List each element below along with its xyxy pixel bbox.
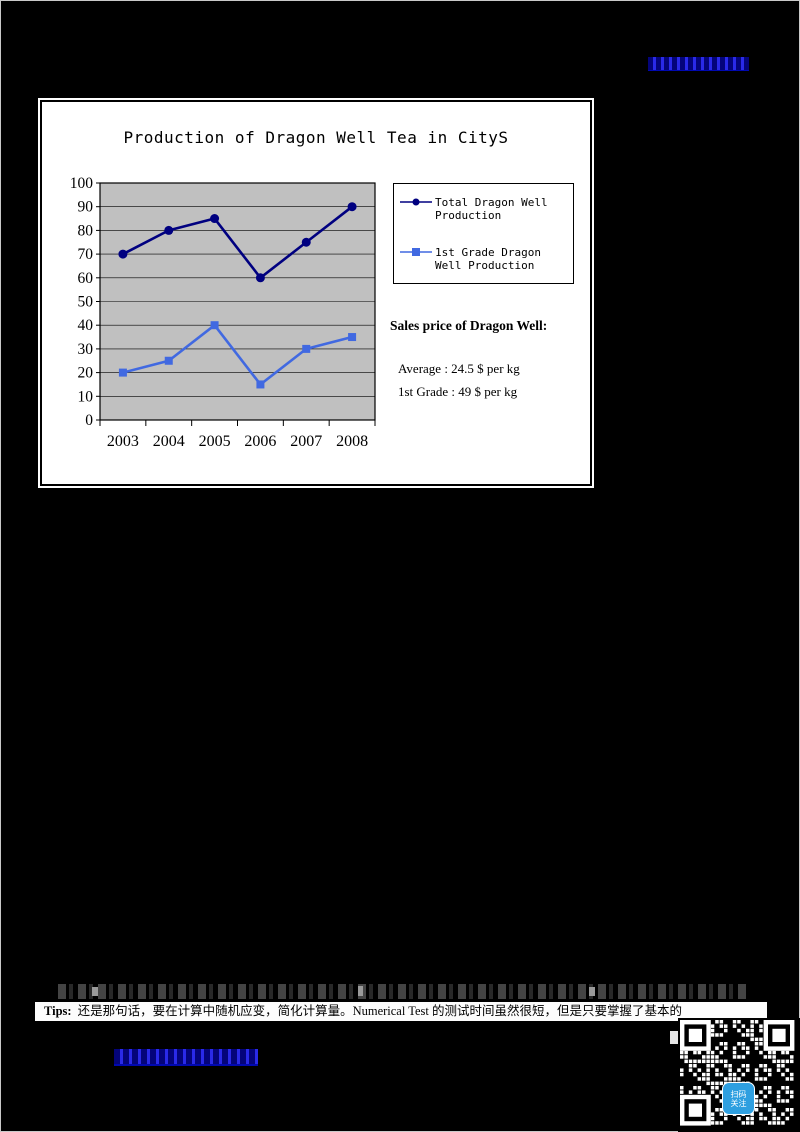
svg-text:2007: 2007	[290, 433, 322, 450]
legend-square-marker-icon	[400, 247, 432, 260]
footer-hyperlink[interactable]	[114, 1049, 258, 1066]
svg-text:100: 100	[70, 175, 94, 192]
svg-text:0: 0	[85, 412, 93, 429]
svg-text:50: 50	[78, 294, 94, 311]
text-fragment	[670, 1031, 678, 1044]
svg-text:2003: 2003	[107, 433, 139, 450]
svg-text:10: 10	[78, 388, 94, 405]
line-chart: 0 10 20 30 40 50 60 70 80 90 100 2003 2004 2005 2006 20…	[70, 175, 376, 450]
svg-text:2006: 2006	[244, 433, 276, 450]
tips-bar: Tips: 还是那句话，要在计算中随机应变，简化计算量。Numerical Tes…	[35, 1002, 767, 1021]
svg-text:2005: 2005	[199, 433, 231, 450]
legend-label: Total Dragon Well Production	[435, 196, 548, 222]
tips-text: 还是那句话，要在计算中随机应变，简化计算量。Numerical Test 的测试…	[77, 1004, 683, 1018]
chart-figure: Production of Dragon Well Tea in CityS 0…	[38, 98, 594, 488]
svg-text:80: 80	[78, 222, 94, 239]
chart-title: Production of Dragon Well Tea in CityS	[123, 128, 509, 147]
legend-item: Total Dragon Well Production	[400, 196, 569, 222]
text-speck	[589, 987, 595, 996]
sales-price-average: Average : 24.5 $ per kg	[398, 361, 520, 376]
text-speck	[358, 986, 363, 996]
legend-label: 1st Grade Dragon Well Production	[435, 246, 541, 272]
svg-text:60: 60	[78, 270, 94, 287]
qr-code: 扫码 关注	[678, 1018, 800, 1132]
chart-legend: Total Dragon Well Production 1st Grade Dr…	[393, 183, 574, 284]
svg-text:30: 30	[78, 341, 94, 358]
svg-text:2004: 2004	[153, 433, 185, 450]
clipped-text-line	[58, 984, 746, 999]
svg-text:40: 40	[78, 317, 94, 334]
svg-text:70: 70	[78, 246, 94, 263]
qr-pattern	[680, 1020, 795, 1126]
svg-text:2008: 2008	[336, 433, 368, 450]
text-speck	[92, 987, 98, 996]
legend-circle-marker-icon	[400, 197, 432, 210]
qr-badge-line: 关注	[730, 1098, 747, 1108]
svg-text:90: 90	[78, 199, 94, 216]
header-highlighted-link[interactable]	[648, 57, 749, 71]
sales-price-heading: Sales price of Dragon Well:	[390, 318, 548, 333]
qr-badge-line: 扫码	[730, 1089, 747, 1099]
tips-label: Tips:	[44, 1004, 72, 1018]
sales-price-first-grade: 1st Grade : 49 $ per kg	[398, 384, 518, 399]
legend-item: 1st Grade Dragon Well Production	[400, 246, 569, 272]
qr-center-badge: 扫码 关注	[722, 1082, 755, 1115]
sales-price-block: Sales price of Dragon Well: Average : 24…	[390, 318, 590, 400]
svg-text:20: 20	[78, 365, 94, 382]
